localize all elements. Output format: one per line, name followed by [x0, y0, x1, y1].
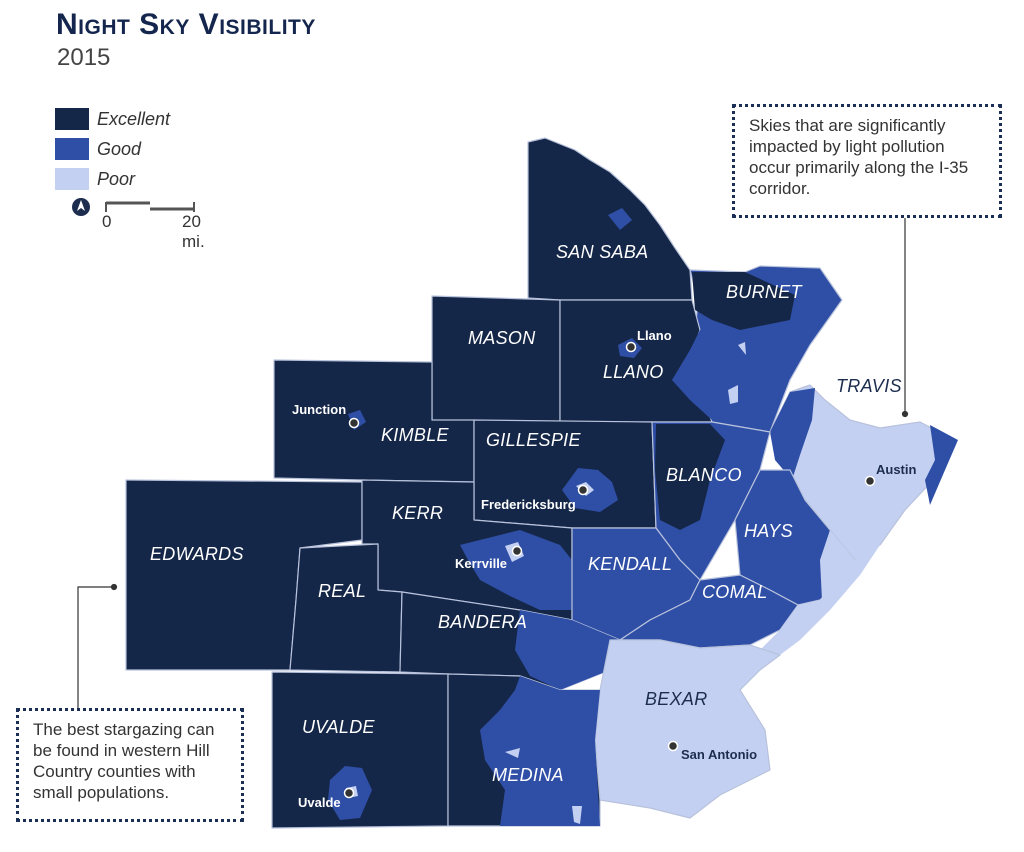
county-label-kerr: KERR	[392, 503, 443, 523]
map-subtitle: 2015	[57, 44, 111, 71]
city-dot-icon	[577, 484, 589, 496]
county-label-gillespie: GILLESPIE	[486, 430, 581, 450]
north-arrow-icon	[72, 198, 90, 216]
county-label-burnet: BURNET	[726, 282, 804, 302]
city-dot-icon	[511, 545, 523, 557]
county-label-bexar: BEXAR	[645, 689, 708, 709]
city-dot-icon	[625, 341, 637, 353]
legend-swatch-good	[55, 138, 89, 160]
county-label-kendall: KENDALL	[588, 554, 672, 574]
scale-bar: 0 20 mi.	[70, 196, 210, 251]
legend-label: Good	[97, 138, 142, 159]
county-mason	[431, 295, 561, 423]
scale-end-label: 20 mi.	[182, 212, 205, 251]
county-label-edwards: EDWARDS	[150, 544, 244, 564]
county-travis-west	[770, 388, 815, 480]
county-label-blanco: BLANCO	[666, 465, 742, 485]
county-blanco-dark	[655, 424, 725, 530]
county-medina-good	[480, 676, 600, 826]
city-dot-icon	[864, 475, 876, 487]
legend-label: Poor	[97, 168, 136, 189]
legend-item-excellent: Excellent	[55, 104, 170, 134]
callout-lines	[77, 218, 909, 708]
scale-start-label: 0	[102, 212, 112, 231]
county-label-san-saba: SAN SABA	[556, 242, 648, 262]
city-label-austin: Austin	[876, 462, 917, 477]
county-label-llano: LLANO	[603, 362, 664, 382]
legend-item-good: Good	[55, 134, 170, 164]
city-label-san-antonio: San Antonio	[681, 747, 757, 762]
city-dot-icon	[667, 740, 679, 752]
legend-swatch-poor	[55, 168, 89, 190]
county-comal-poor	[760, 545, 880, 655]
city-label-junction: Junction	[292, 402, 346, 417]
city-dot-icon	[343, 787, 355, 799]
legend-item-poor: Poor	[55, 164, 170, 194]
halo-medina-1	[505, 748, 520, 758]
legend: Excellent Good Poor	[55, 104, 170, 194]
county-bexar	[594, 639, 781, 819]
halo-burnet-1	[738, 342, 746, 355]
callout-light-pollution: Skies that are significantly impacted by…	[732, 104, 1002, 218]
halo-sansaba	[608, 208, 632, 230]
county-hays-poor	[820, 530, 855, 600]
county-burnet-dark	[692, 272, 795, 330]
halo-medina-2	[572, 806, 582, 824]
county-label-hays: HAYS	[744, 521, 793, 541]
county-label-real: REAL	[318, 581, 366, 601]
county-label-bandera: BANDERA	[438, 612, 527, 632]
legend-label: Excellent	[97, 108, 171, 129]
county-label-uvalde: UVALDE	[302, 717, 376, 737]
city-label-llano: Llano	[637, 328, 672, 343]
county-san-saba	[527, 137, 693, 301]
city-label-fredericksburg: Fredericksburg	[481, 497, 576, 512]
county-label-medina: MEDINA	[492, 765, 564, 785]
city-label-kerrville: Kerrville	[455, 556, 507, 571]
legend-swatch-excellent	[55, 108, 89, 130]
callout-line-left	[77, 586, 114, 708]
callout-best-stargazing: The best stargazing can be found in west…	[16, 708, 244, 822]
halo-burnet-2	[728, 385, 738, 404]
city-label-uvalde: Uvalde	[298, 795, 341, 810]
county-label-mason: MASON	[468, 328, 536, 348]
county-label-kimble: KIMBLE	[381, 425, 450, 445]
scale-graphic	[72, 198, 195, 216]
county-bandera-good	[515, 610, 620, 690]
map-title: Night Sky Visibility	[56, 8, 316, 41]
county-travis-good	[925, 425, 958, 505]
county-label-travis: TRAVIS	[836, 376, 902, 396]
county-kerr-good	[460, 530, 572, 610]
city-dot-icon	[348, 417, 360, 429]
county-label-comal: COMAL	[702, 582, 768, 602]
